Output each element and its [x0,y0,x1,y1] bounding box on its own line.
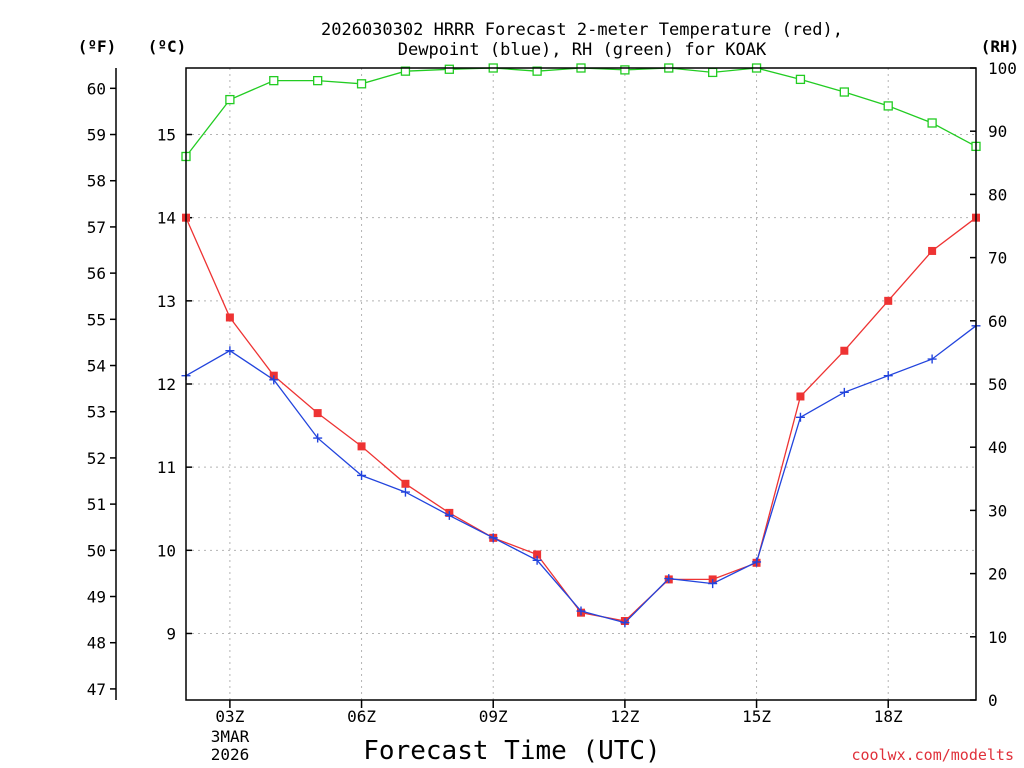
tick-label-c-9: 9 [166,624,176,643]
tick-label-c-14: 14 [157,209,176,228]
temperature-line [185,217,977,622]
fahrenheit-ticks: 47 48 49 50 51 52 53 54 55 56 57 58 59 60 [87,79,116,699]
dewpoint-point-16 [795,412,805,422]
gridlines [186,68,976,700]
tick-label-f-48: 48 [87,634,106,653]
tick-label-rh-80: 80 [988,185,1007,204]
dewpoint-point-5 [313,433,323,443]
temperature-point-18 [884,296,893,305]
temperature-point-3 [225,313,234,322]
rh-point-18 [883,101,893,111]
tick-label-x-06Z: 06Z [347,707,376,726]
rh-point-3 [225,94,235,105]
tick-label-rh-70: 70 [988,249,1007,268]
rh-point-12 [620,65,630,75]
dewpoint-point-15 [752,557,762,567]
tick-label-f-58: 58 [87,172,106,191]
tick-label-f-53: 53 [87,403,106,422]
dewpoint-point-7 [400,487,410,497]
tick-label-c-13: 13 [157,292,176,311]
credit-label: coolwx.com/modelts [851,746,1014,764]
tick-label-f-49: 49 [87,588,106,607]
dewpoint-point-14 [708,579,718,589]
dewpoint-point-10 [532,555,542,565]
temperature-point-6 [357,442,366,451]
rh-point-16 [795,74,806,85]
tick-label-c-12: 12 [157,375,176,394]
tick-label-f-56: 56 [87,264,106,283]
date-label-year: 2026 [211,745,250,764]
rh-point-5 [313,75,323,86]
x-axis-ticks: 03Z 06Z 09Z 12Z 15Z 18Z [215,700,903,726]
dewpoint-point-6 [357,470,367,480]
rh-unit-label: (RH) [981,37,1020,56]
tick-label-c-11: 11 [157,458,176,477]
tick-label-rh-30: 30 [988,501,1007,520]
dewpoint-point-3 [225,346,235,356]
tick-label-f-47: 47 [87,680,106,699]
tick-label-x-18Z: 18Z [874,707,903,726]
dewpoint-point-17 [839,387,849,397]
tick-label-x-03Z: 03Z [215,707,244,726]
rh-point-10 [532,66,542,76]
tick-label-rh-10: 10 [988,628,1007,647]
tick-label-f-59: 59 [87,126,106,145]
rh-point-6 [356,79,367,89]
temperature-point-5 [313,409,322,418]
dewpoint-point-8 [444,510,454,520]
fahrenheit-unit-label: (ºF) [78,37,117,56]
celsius-unit-label: (ºC) [148,37,187,56]
dewpoint-point-13 [664,574,674,584]
tick-label-f-57: 57 [87,218,106,237]
tick-label-rh-60: 60 [988,312,1007,331]
tick-label-f-55: 55 [87,310,106,329]
temperature-point-16 [796,392,805,401]
temperature-point-17 [840,346,849,355]
temperature-point-10 [533,550,542,559]
tick-label-f-54: 54 [87,357,106,376]
tick-label-rh-20: 20 [988,565,1007,584]
dewpoint-point-11 [576,606,586,616]
rh-point-7 [400,66,411,76]
dewpoint-point-18 [883,371,893,381]
tick-label-f-50: 50 [87,541,106,560]
dewpoint-point-12 [620,618,630,628]
x-axis-label: Forecast Time (UTC) [363,736,660,766]
tick-label-c-15: 15 [157,126,176,145]
tick-label-x-09Z: 09Z [479,707,508,726]
tick-label-f-52: 52 [87,449,106,468]
dewpoint-point-19 [927,354,937,364]
tick-label-x-15Z: 15Z [742,707,771,726]
dewpoint-line [185,325,977,624]
chart-title-line1: 2026030302 HRRR Forecast 2-meter Tempera… [321,20,843,40]
date-label-month: 3MAR [211,727,250,746]
rh-ticks: 0 10 20 30 40 50 60 70 80 90 100 [970,59,1017,710]
rh-point-4 [269,75,279,86]
tick-label-rh-90: 90 [988,122,1007,141]
celsius-ticks: 9 10 11 12 13 14 15 [157,126,192,643]
rh-point-8 [444,64,454,74]
temperature-point-7 [401,479,410,488]
rh-point-14 [708,67,718,78]
series-layer [181,63,981,628]
temperature-point-19 [928,246,937,255]
dewpoint-point-9 [488,533,498,543]
plot-frame [185,67,977,701]
tick-label-f-60: 60 [87,79,106,98]
chart-title-line2: Dewpoint (blue), RH (green) for KOAK [398,40,767,60]
tick-label-f-51: 51 [87,495,106,514]
dewpoint-point-4 [269,375,279,385]
tick-label-c-10: 10 [157,541,176,560]
tick-label-x-12Z: 12Z [610,707,639,726]
tick-label-rh-40: 40 [988,438,1007,457]
tick-label-rh-100: 100 [988,59,1017,78]
tick-label-rh-0: 0 [988,691,998,710]
rh-point-19 [927,118,937,128]
rh-point-17 [839,87,849,97]
tick-label-rh-50: 50 [988,375,1007,394]
rh-line [185,67,977,157]
